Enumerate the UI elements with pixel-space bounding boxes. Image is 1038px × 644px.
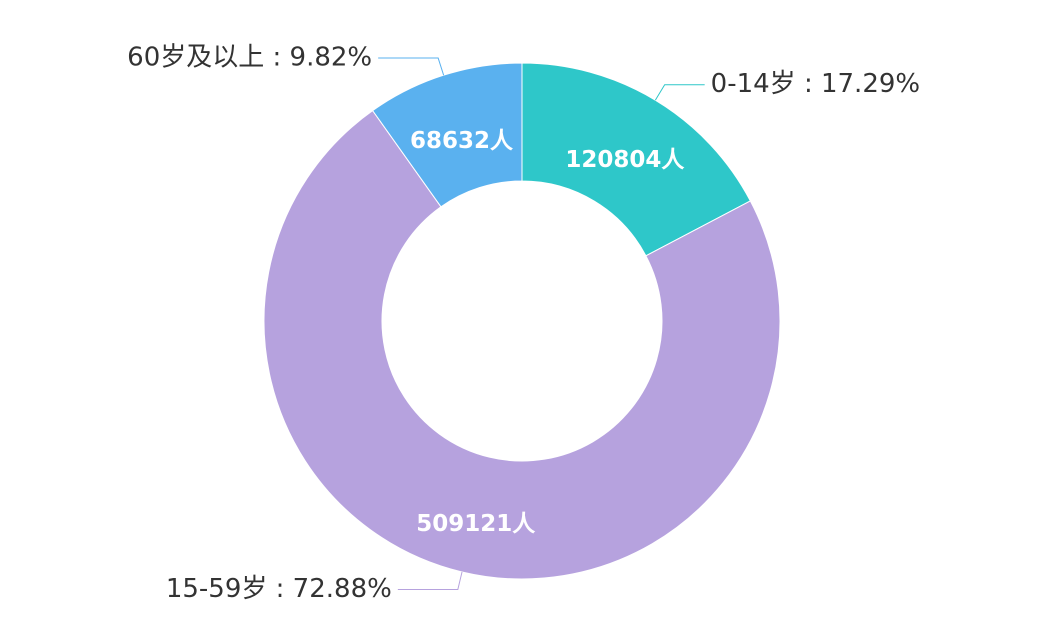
value-label: 68632人 bbox=[410, 128, 514, 154]
value-label: 509121人 bbox=[416, 511, 536, 537]
slice bbox=[263, 109, 781, 580]
value-label: 120804人 bbox=[565, 147, 685, 173]
slice bbox=[371, 62, 523, 208]
leader-line bbox=[397, 571, 463, 590]
leader-line bbox=[654, 84, 705, 101]
leader-line bbox=[378, 57, 445, 76]
slice-label: 0-14岁 : 17.29% bbox=[711, 69, 920, 99]
slice-label: 60岁及以上 : 9.82% bbox=[127, 43, 372, 73]
slice-label: 15-59岁 : 72.88% bbox=[166, 574, 392, 604]
slice bbox=[521, 62, 752, 257]
